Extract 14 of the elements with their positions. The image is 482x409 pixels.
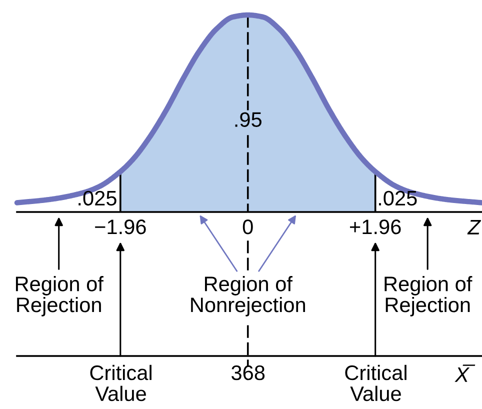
band-label: Region of Nonrejection [191, 276, 306, 316]
text: Critical Value [345, 364, 406, 402]
text: Region of Rejection [16, 276, 104, 316]
x-tick-label: −1.96 [95, 219, 146, 234]
text: Region of Rejection [384, 276, 472, 316]
text: Critical Value [90, 364, 152, 402]
text: 368 [232, 365, 265, 380]
x-tick-label: +1.96 [350, 219, 401, 234]
annotation: .025 [379, 190, 417, 206]
x-tick-label: 0 [242, 219, 253, 234]
x-axis-title: Z [467, 220, 482, 234]
annotation: .025 [78, 190, 116, 206]
annotation: .95 [235, 112, 262, 127]
text: X̅ [454, 364, 476, 382]
